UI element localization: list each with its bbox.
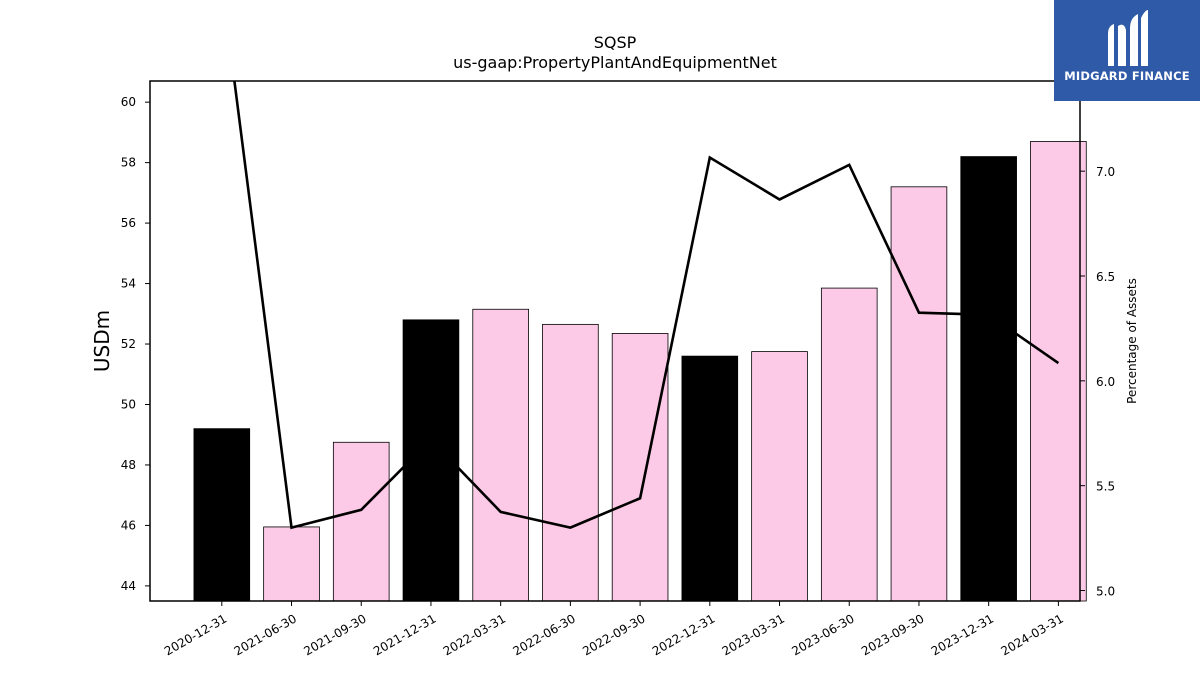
line-group xyxy=(233,81,1060,530)
bar-2022-12-31 xyxy=(681,355,739,602)
bar-2022-06-30 xyxy=(542,323,599,602)
bar-group xyxy=(193,141,1087,602)
bar-2022-03-31 xyxy=(472,308,529,602)
x-tick-label: 2023-12-31 xyxy=(929,611,996,658)
bar-2020-12-31 xyxy=(193,428,251,602)
y2-tick-label: 5.0 xyxy=(1096,585,1115,599)
x-tick-label: 2020-12-31 xyxy=(162,611,229,658)
bar-2023-06-30 xyxy=(820,287,878,602)
logo-text: MIDGARD FINANCE xyxy=(1064,69,1190,83)
y-tick-label: 54 xyxy=(121,277,136,291)
midgard-logo-icon xyxy=(1108,10,1148,67)
x-tick-label: 2023-09-30 xyxy=(859,611,926,658)
bar-2021-06-30 xyxy=(263,526,320,602)
y-tick-label: 48 xyxy=(121,458,136,472)
right-axis: 5.0 5.5 6.0 6.5 7.0 xyxy=(1080,165,1115,599)
plot-frame xyxy=(149,80,1081,602)
y-tick-label: 52 xyxy=(121,337,136,351)
x-tick-label: 2023-03-31 xyxy=(720,611,787,658)
y2-axis-label: Percentage of Assets xyxy=(1125,278,1139,404)
y-axis-label: USDm xyxy=(90,310,114,372)
y2-tick-label: 5.5 xyxy=(1096,480,1115,494)
chart-subtitle: us-gaap:PropertyPlantAndEquipmentNet xyxy=(453,53,777,72)
y-tick-label: 60 xyxy=(121,95,136,109)
brand-logo: MIDGARD FINANCE xyxy=(1054,0,1200,101)
x-tick-label: 2023-06-30 xyxy=(789,611,856,658)
bar-2023-12-31 xyxy=(960,156,1017,602)
y-tick-label: 50 xyxy=(121,397,136,411)
y-tick-label: 44 xyxy=(121,579,136,593)
bar-2022-09-30 xyxy=(611,333,669,602)
x-tick-label: 2021-06-30 xyxy=(232,611,299,658)
y-tick-label: 46 xyxy=(121,518,136,532)
x-tick-label: 2022-12-31 xyxy=(650,611,717,658)
x-tick-label: 2022-09-30 xyxy=(580,611,647,658)
bar-2021-09-30 xyxy=(332,441,390,602)
y-tick-label: 56 xyxy=(121,216,136,230)
left-axis: 44 46 48 50 52 54 56 58 60 xyxy=(121,95,150,593)
x-tick-label: 2021-09-30 xyxy=(301,611,368,658)
x-axis: 2020-12-31 2021-06-30 2021-09-30 2021-12-31… xyxy=(162,601,1066,658)
y2-tick-label: 6.0 xyxy=(1096,375,1115,389)
chart-title: SQSP xyxy=(594,33,637,52)
x-tick-label: 2022-06-30 xyxy=(510,611,577,658)
x-tick-label: 2022-03-31 xyxy=(441,611,508,658)
y-tick-label: 58 xyxy=(121,156,136,170)
percentage-line xyxy=(233,81,1060,530)
x-tick-label: 2024-03-31 xyxy=(998,611,1065,658)
y2-tick-label: 7.0 xyxy=(1096,165,1115,179)
x-tick-label: 2021-12-31 xyxy=(371,611,438,658)
bar-2023-03-31 xyxy=(751,351,808,602)
bar-2023-09-30 xyxy=(890,186,948,602)
y2-tick-label: 6.5 xyxy=(1096,270,1115,284)
bar-2024-03-31 xyxy=(1030,141,1087,602)
